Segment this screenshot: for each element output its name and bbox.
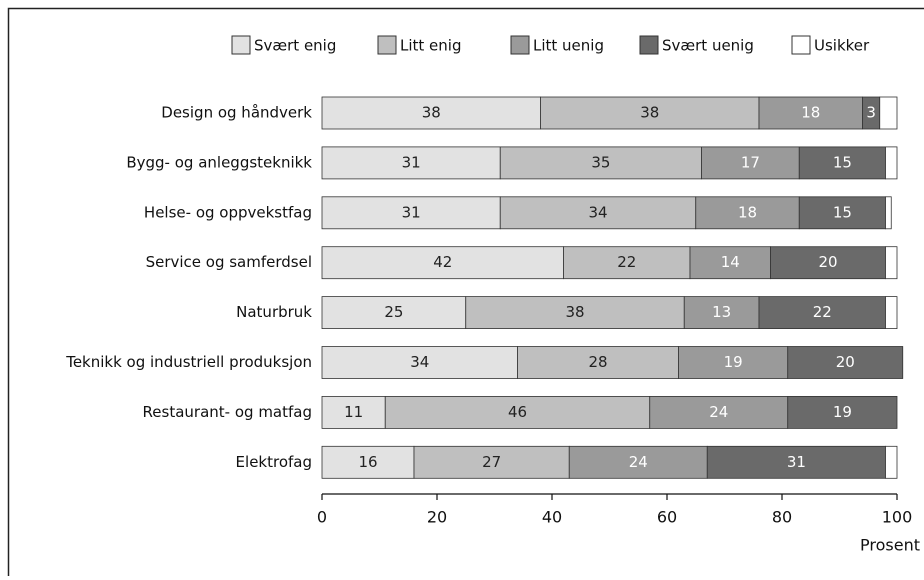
y-tick-label: Bygg- og anleggsteknikk xyxy=(126,153,312,171)
legend-swatch xyxy=(378,36,396,54)
data-label: 38 xyxy=(640,104,659,122)
data-label: 28 xyxy=(588,353,607,371)
legend-label: Litt enig xyxy=(400,37,461,55)
data-label: 25 xyxy=(384,303,403,321)
data-label: 38 xyxy=(565,303,584,321)
legend-label: Svært enig xyxy=(254,37,336,55)
x-tick-label: 20 xyxy=(427,508,447,527)
x-tick-label: 80 xyxy=(772,508,792,527)
data-label: 19 xyxy=(833,403,852,421)
y-tick-label: Restaurant- og matfag xyxy=(143,403,312,421)
frame xyxy=(9,9,924,577)
data-label: 27 xyxy=(482,453,501,471)
data-label: 31 xyxy=(402,203,421,221)
data-label: 11 xyxy=(344,403,363,421)
x-axis-label: Prosent xyxy=(860,536,920,555)
data-label: 18 xyxy=(801,104,820,122)
legend-swatch xyxy=(511,36,529,54)
x-tick-label: 60 xyxy=(657,508,677,527)
bar-segment xyxy=(886,297,898,329)
data-label: 34 xyxy=(410,353,429,371)
bar-segment xyxy=(886,147,898,179)
bar-segment xyxy=(886,446,898,478)
data-label: 31 xyxy=(402,153,421,171)
y-tick-label: Naturbruk xyxy=(236,303,312,321)
y-tick-label: Elektrofag xyxy=(236,453,312,471)
y-tick-label: Helse- og oppvekstfag xyxy=(144,203,312,221)
data-label: 17 xyxy=(741,153,760,171)
legend-label: Litt uenig xyxy=(533,37,604,55)
data-label: 14 xyxy=(721,253,740,271)
legend-label: Svært uenig xyxy=(662,37,754,55)
data-label: 15 xyxy=(833,153,852,171)
data-label: 20 xyxy=(836,353,855,371)
data-label: 16 xyxy=(358,453,377,471)
y-tick-label: Teknikk og industriell produksjon xyxy=(65,353,312,371)
legend-swatch xyxy=(640,36,658,54)
data-label: 42 xyxy=(433,253,452,271)
legend-label: Usikker xyxy=(814,37,870,55)
y-tick-label: Design og håndverk xyxy=(161,104,312,122)
data-label: 13 xyxy=(712,303,731,321)
data-label: 46 xyxy=(508,403,527,421)
data-label: 22 xyxy=(813,303,832,321)
legend-swatch xyxy=(232,36,250,54)
data-label: 24 xyxy=(709,403,728,421)
x-tick-label: 100 xyxy=(882,508,913,527)
x-tick-label: 0 xyxy=(317,508,327,527)
data-label: 34 xyxy=(588,203,607,221)
data-label: 38 xyxy=(422,104,441,122)
y-tick-label: Service og samferdsel xyxy=(146,253,312,271)
data-label: 20 xyxy=(818,253,837,271)
x-tick-label: 40 xyxy=(542,508,562,527)
bar-segment xyxy=(880,97,897,129)
data-label: 18 xyxy=(738,203,757,221)
bar-segment xyxy=(886,247,898,279)
data-label: 31 xyxy=(787,453,806,471)
data-label: 3 xyxy=(866,104,876,122)
data-label: 24 xyxy=(629,453,648,471)
data-label: 19 xyxy=(724,353,743,371)
data-label: 22 xyxy=(617,253,636,271)
data-label: 15 xyxy=(833,203,852,221)
data-label: 35 xyxy=(591,153,610,171)
bar-segment xyxy=(886,197,892,229)
legend-swatch xyxy=(792,36,810,54)
